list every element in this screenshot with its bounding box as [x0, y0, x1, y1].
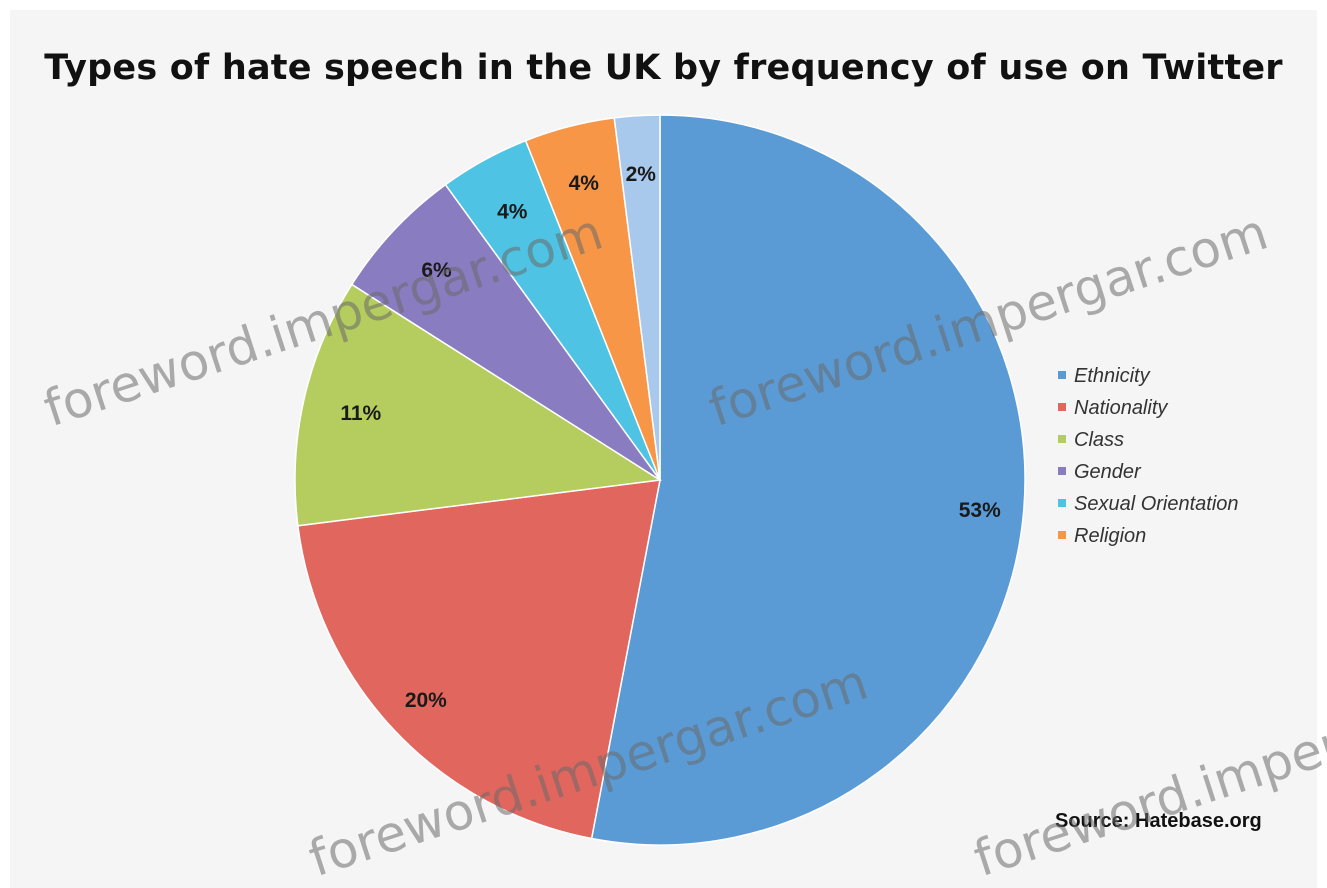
legend-swatch-nationality	[1058, 403, 1066, 411]
pie-label-nationality: 20%	[405, 689, 447, 712]
legend-swatch-class	[1058, 435, 1066, 443]
legend: Ethnicity Nationality Class Gender Sexual Or…	[1058, 365, 1239, 547]
pie-label-gender: 6%	[421, 259, 452, 282]
pie-slice-class	[294, 283, 663, 527]
chart-title: Types of hate speech in the UK by freque…	[44, 48, 1283, 88]
pie-slice-ethnicity	[590, 114, 1026, 846]
pie-label-other: 2%	[626, 163, 657, 186]
legend-label-gender: Gender	[1074, 461, 1142, 483]
pie-slice-gender	[350, 183, 661, 481]
legend-label-sexual-orientation: Sexual Orientation	[1074, 493, 1239, 515]
legend-label-class: Class	[1074, 429, 1124, 451]
legend-label-religion: Religion	[1074, 525, 1146, 547]
source-note: Source: Hatebase.org	[1055, 810, 1262, 832]
pie-labels: 53% 20% 11% 6% 4% 4% 2%	[340, 163, 1001, 712]
legend-swatch-religion	[1058, 531, 1066, 539]
pie-label-ethnicity: 53%	[959, 499, 1001, 522]
pie-slices	[294, 114, 1026, 846]
pie-label-sexual-orientation: 4%	[497, 200, 528, 223]
pie-slice-nationality	[297, 479, 661, 840]
legend-swatch-sexual-orientation	[1058, 499, 1066, 507]
legend-label-ethnicity: Ethnicity	[1074, 365, 1151, 387]
pie-slice-other	[613, 114, 661, 481]
legend-label-nationality: Nationality	[1074, 397, 1168, 419]
legend-swatch-ethnicity	[1058, 371, 1066, 379]
pie-label-religion: 4%	[569, 172, 600, 195]
legend-swatch-gender	[1058, 467, 1066, 475]
pie-label-class: 11%	[340, 402, 381, 425]
